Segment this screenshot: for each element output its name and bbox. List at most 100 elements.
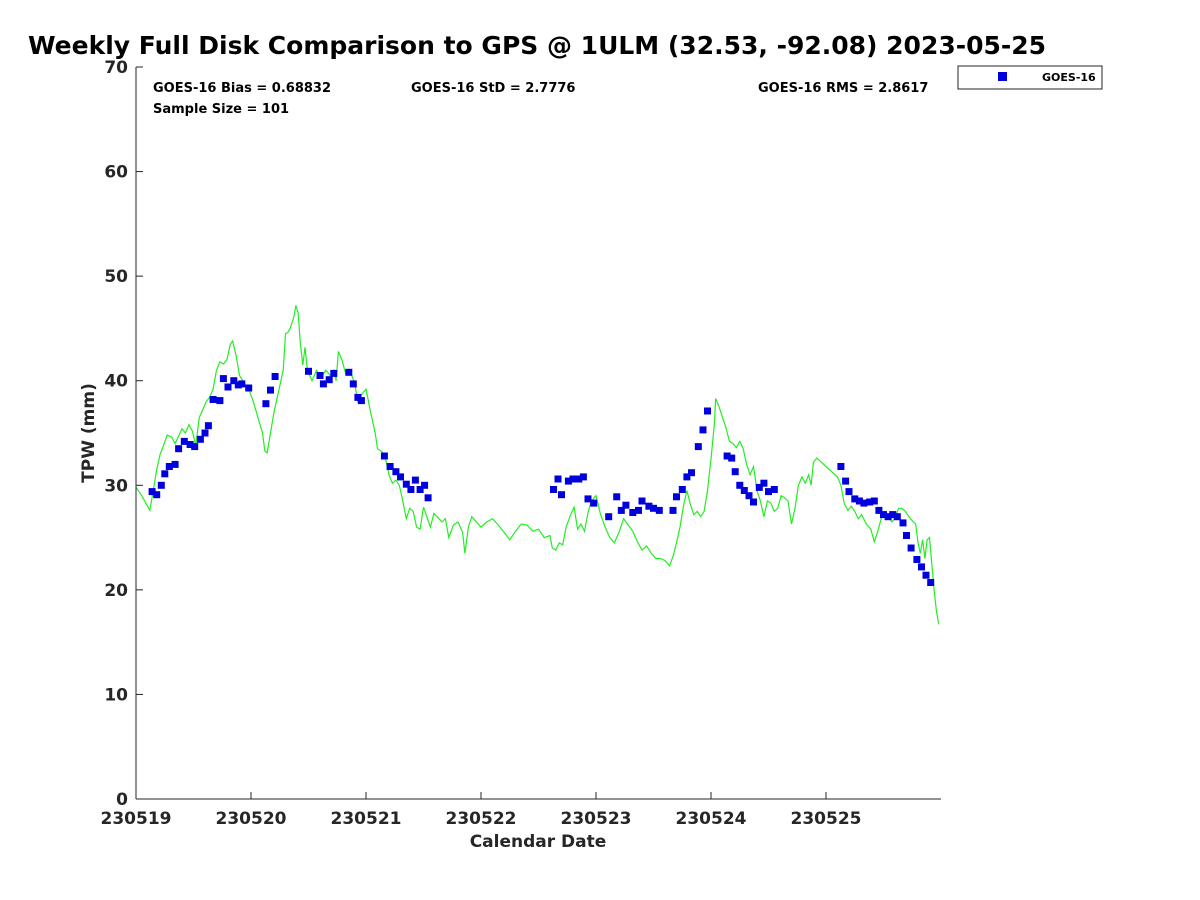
goes16-data-point bbox=[650, 504, 657, 512]
goes16-data-point bbox=[238, 380, 246, 388]
axes: 0 10 20 30 40 50 60 70 230519 230520 230521 230522 2… bbox=[101, 58, 941, 829]
y-axis-label: TPW (mm) bbox=[79, 383, 99, 483]
goes16-data-point bbox=[740, 487, 748, 494]
goes16-data-point bbox=[918, 563, 925, 571]
goes16-data-point bbox=[893, 513, 901, 521]
legend: GOES-16 bbox=[957, 65, 1103, 90]
goes16-data-point bbox=[765, 488, 772, 496]
goes16-data-point bbox=[186, 441, 194, 448]
goes16-data-point bbox=[267, 386, 274, 394]
goes16-data-point bbox=[605, 513, 613, 521]
goes16-data-point bbox=[357, 397, 365, 405]
goes16-data-point bbox=[728, 454, 736, 462]
goes16-data-point bbox=[875, 506, 883, 514]
y-tick-label: 20 bbox=[104, 581, 128, 601]
goes16-data-point bbox=[669, 506, 677, 514]
goes16-data-point bbox=[590, 499, 598, 507]
legend-box bbox=[957, 65, 1103, 90]
goes16-data-point bbox=[305, 367, 312, 375]
goes16-data-point bbox=[866, 498, 874, 506]
y-tick-label: 70 bbox=[104, 58, 128, 78]
goes16-data-point bbox=[613, 493, 621, 501]
rms-stat: GOES-16 RMS = 2.8617 bbox=[758, 81, 928, 96]
goes16-data-point bbox=[191, 443, 199, 451]
x-tick-label: 230524 bbox=[676, 809, 747, 829]
sample-size-stat: Sample Size = 101 bbox=[153, 102, 289, 117]
goes16-data-point bbox=[629, 509, 637, 516]
goes16-data-point bbox=[224, 383, 232, 391]
goes16-data-point bbox=[564, 477, 572, 485]
goes16-data-point bbox=[349, 380, 357, 388]
goes16-data-point bbox=[745, 492, 753, 500]
goes16-data-point bbox=[750, 498, 757, 506]
goes16-data-point bbox=[153, 491, 161, 499]
goes16-data-point bbox=[424, 494, 432, 502]
goes16-data-point bbox=[325, 376, 333, 384]
goes16-data-point bbox=[245, 384, 253, 392]
legend-marker-goes16 bbox=[998, 72, 1007, 81]
goes16-data-point bbox=[704, 407, 711, 415]
goes16-data-point bbox=[870, 497, 878, 505]
plot-area bbox=[136, 67, 941, 799]
chart-title: Weekly Full Disk Comparison to GPS @ 1UL… bbox=[28, 31, 1046, 60]
goes16-data-point bbox=[731, 468, 739, 476]
y-tick-label: 10 bbox=[104, 685, 128, 705]
x-tick-label: 230523 bbox=[561, 809, 632, 829]
goes16-data-point bbox=[584, 495, 592, 503]
data-layer bbox=[135, 305, 940, 625]
goes16-data-point bbox=[694, 443, 702, 451]
goes16-data-point bbox=[907, 544, 915, 552]
goes16-data-point bbox=[175, 445, 183, 453]
goes16-data-point bbox=[770, 486, 778, 493]
goes16-data-point bbox=[855, 497, 863, 505]
goes16-data-point bbox=[230, 377, 238, 385]
goes16-data-point bbox=[319, 380, 327, 388]
goes16-data-point bbox=[411, 476, 419, 484]
goes16-data-point bbox=[922, 571, 930, 579]
goes16-data-point bbox=[416, 486, 424, 493]
goes16-data-point bbox=[262, 400, 270, 408]
goes16-data-point bbox=[837, 463, 845, 470]
goes16-data-point bbox=[569, 475, 577, 483]
y-tick-label: 50 bbox=[104, 267, 128, 287]
goes16-data-point bbox=[554, 475, 562, 483]
x-axis-label: Calendar Date bbox=[470, 832, 607, 852]
goes16-data-point bbox=[903, 532, 910, 539]
goes16-data-point bbox=[678, 486, 686, 493]
legend-label-goes16: GOES-16 bbox=[1042, 71, 1096, 84]
goes16-data-point bbox=[579, 473, 587, 481]
goes16-data-point bbox=[392, 468, 400, 476]
goes16-data-point bbox=[638, 497, 646, 505]
goes16-data-point bbox=[397, 473, 404, 481]
goes16-data-point bbox=[736, 481, 744, 489]
goes16-data-point bbox=[330, 369, 338, 377]
goes16-data-point bbox=[402, 480, 410, 488]
goes16-data-point bbox=[927, 579, 935, 586]
y-tick-label: 30 bbox=[104, 476, 128, 496]
goes16-data-point bbox=[558, 491, 565, 499]
x-tick-label: 230520 bbox=[216, 809, 287, 829]
goes16-data-point bbox=[842, 477, 850, 485]
x-tick-label: 230521 bbox=[331, 809, 402, 829]
goes16-data-point bbox=[209, 396, 217, 403]
goes16-data-point bbox=[575, 475, 583, 483]
goes16-data-point bbox=[913, 556, 921, 563]
goes16-data-point bbox=[386, 463, 394, 470]
goes16-data-point bbox=[884, 513, 892, 521]
goes16-data-point bbox=[421, 481, 429, 489]
y-tick-label: 40 bbox=[104, 372, 128, 392]
goes16-data-point bbox=[171, 460, 179, 468]
y-tick-label: 60 bbox=[104, 163, 128, 183]
goes16-data-point bbox=[845, 488, 853, 496]
goes16-data-point bbox=[216, 397, 224, 405]
x-tick-label: 230525 bbox=[791, 809, 862, 829]
goes16-data-point bbox=[196, 435, 204, 443]
goes16-data-point bbox=[673, 493, 680, 501]
goes16-data-point bbox=[889, 511, 897, 519]
bias-stat: GOES-16 Bias = 0.68832 bbox=[153, 81, 331, 96]
y-tick-label: 0 bbox=[116, 790, 128, 810]
goes16-data-point bbox=[345, 368, 353, 376]
goes16-data-point bbox=[204, 422, 212, 430]
goes16-data-point bbox=[723, 452, 731, 460]
